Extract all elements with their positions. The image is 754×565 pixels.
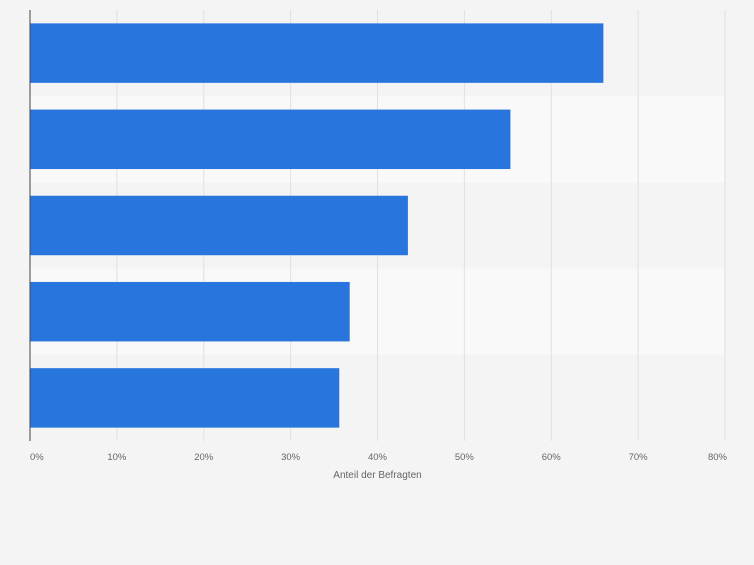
x-tick-labels: 0% 10% 20% 30% 40% 50% 60% 70% 80%	[30, 452, 728, 463]
bar[interactable]	[30, 109, 511, 170]
x-tick-label: 0%	[30, 452, 44, 463]
x-tick-label: 80%	[708, 452, 728, 463]
x-axis-title: Anteil der Befragten	[333, 470, 421, 481]
x-tick-label: 40%	[368, 452, 388, 463]
x-tick-label: 60%	[542, 452, 562, 463]
x-tick-label: 70%	[629, 452, 649, 463]
x-tick-label: 20%	[194, 452, 214, 463]
bars	[30, 23, 604, 428]
bar[interactable]	[30, 23, 604, 83]
bar[interactable]	[30, 195, 408, 256]
x-tick-label: 10%	[107, 452, 127, 463]
bar[interactable]	[30, 281, 350, 342]
x-tick-label: 30%	[281, 452, 301, 463]
bar[interactable]	[30, 368, 340, 428]
x-tick-label: 50%	[455, 452, 475, 463]
